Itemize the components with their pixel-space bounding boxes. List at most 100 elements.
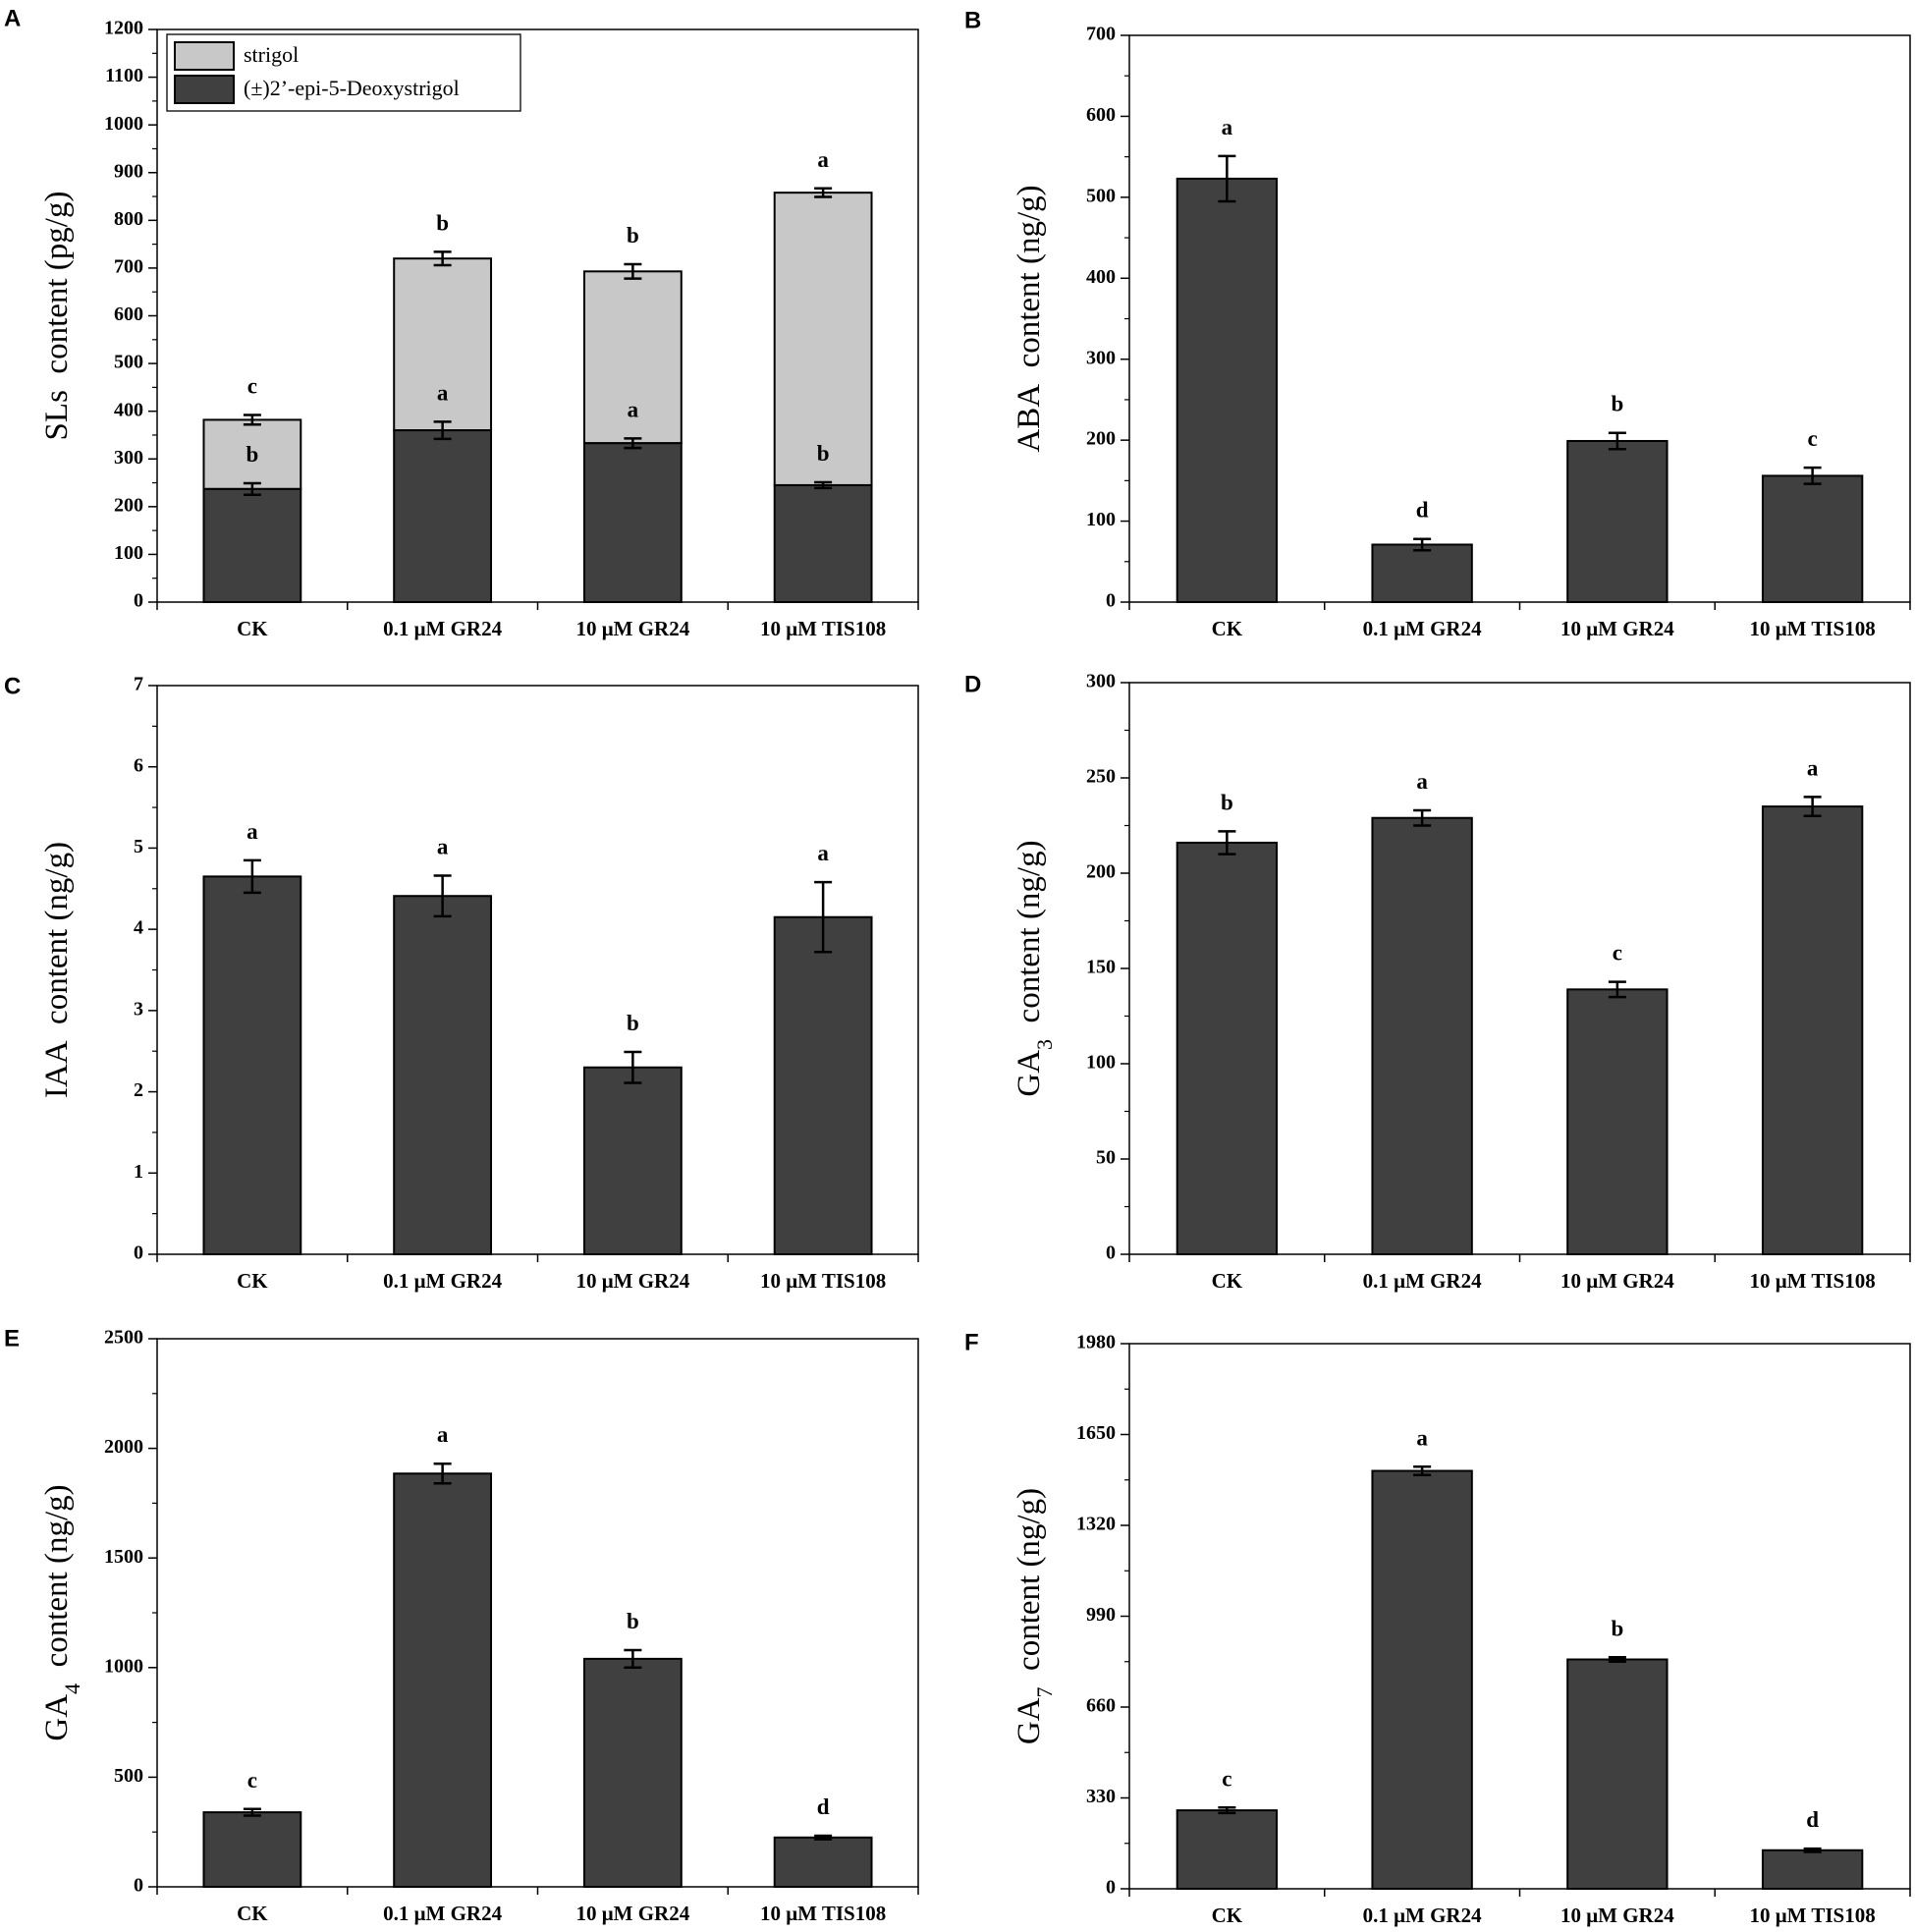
panel-f-ytick-label: 660: [1086, 1695, 1116, 1717]
panel-c-ytick-label: 1: [134, 1161, 143, 1183]
panel-c-ytick-label: 4: [134, 917, 143, 939]
panel-e-ytick-label: 2000: [104, 1436, 143, 1458]
panel-e-sig-label: a: [437, 1422, 449, 1447]
panel-a-bar-deoxystrigol: [582, 442, 683, 603]
panel-e: E 0 500 1000 1500 2000 2500 CK 0.1 μM GR24 10 μM …: [4, 1325, 919, 1925]
panel-f-frame: [1128, 1343, 1911, 1890]
panel-d-xtick-label: CK: [1212, 1269, 1243, 1293]
panel-a-sig-label: a: [817, 147, 829, 172]
panel-a-xtick-label: CK: [237, 617, 268, 640]
panel-a-ytick-label: 600: [114, 304, 143, 325]
panel-d-ytick-label: 100: [1086, 1052, 1116, 1074]
panel-b-bar: [1761, 474, 1864, 604]
panel-b-bar: [1176, 177, 1279, 604]
panel-c-bar: [393, 895, 493, 1255]
panel-f: F 0 330 660 990 1320 1650 1980 CK 0.1 μM GR24 10 μ…: [964, 1329, 1911, 1927]
panel-d-xtick-label: 10 μM GR24: [1560, 1269, 1674, 1293]
panel-e-ytick-label: 1500: [104, 1546, 143, 1568]
panel-f-xtick-label: CK: [1212, 1904, 1243, 1927]
panel-d-letter: D: [964, 671, 981, 697]
panel-e-ylabel-subscript: 4: [60, 1684, 84, 1694]
panel-a-ytick-label: 0: [134, 590, 143, 612]
panel-c-ytick-label: 7: [134, 674, 143, 695]
panel-d-xtick-label: 10 μM TIS108: [1750, 1269, 1876, 1293]
panel-c-ylabel: IAA content (ng/g): [39, 842, 75, 1098]
panel-a-xtick-label: 0.1 μM GR24: [383, 617, 502, 640]
panel-f-sig-label: c: [1222, 1766, 1231, 1791]
panel-a-ytick-label: 900: [114, 160, 143, 182]
panel-a-ytick-label: 1200: [104, 18, 143, 39]
panel-c-xtick-label: 10 μM GR24: [576, 1269, 690, 1293]
panel-f-ytick-label: 1320: [1076, 1514, 1116, 1535]
panel-b-xtick-label: 10 μM TIS108: [1750, 617, 1876, 640]
panel-a-ylabel: SLs content (pg/g): [39, 192, 75, 441]
panel-a-xtick-label: 10 μM TIS108: [760, 617, 886, 640]
panel-c-xtick-label: 10 μM TIS108: [760, 1269, 886, 1293]
panel-c-xtick-label: 0.1 μM GR24: [383, 1269, 502, 1293]
panel-a-ytick-label: 300: [114, 447, 143, 469]
panel-d-sig-label: a: [1416, 769, 1428, 794]
panel-b-ytick-label: 200: [1086, 428, 1116, 450]
panel-a-ytick-label: 1100: [105, 65, 143, 86]
legend-swatch: [174, 41, 235, 71]
panel-a-bar-strigol: [202, 418, 302, 490]
legend-label: (±)2’-epi-5-Deoxystrigol: [244, 76, 460, 100]
panel-a-ylabel-rest: content (pg/g): [39, 192, 75, 391]
panel-b-ytick-label: 0: [1106, 590, 1116, 612]
panel-c-ytick-label: 6: [134, 754, 143, 776]
panel-b-sig-label: c: [1808, 426, 1818, 451]
panel-a-ytick-label: 800: [114, 208, 143, 230]
panel-e-sig-label: c: [247, 1768, 257, 1793]
panel-d-ytick-label: 250: [1086, 766, 1116, 788]
panel-e-ylabel-main: GA: [39, 1694, 75, 1741]
legend-label: strigol: [244, 42, 299, 67]
panel-a-ytick-label: 700: [114, 256, 143, 278]
panel-d-sig-label: c: [1613, 941, 1622, 966]
panel-e-xtick-label: 10 μM GR24: [576, 1902, 690, 1925]
panel-a-bar-strigol: [773, 192, 873, 486]
panel-e-sig-label: b: [627, 1609, 639, 1633]
panel-a-sig-label: b: [627, 223, 639, 248]
panel-f-ytick-label: 330: [1086, 1786, 1116, 1807]
panel-a-sig-label: c: [247, 374, 257, 399]
panel-e-xtick-label: CK: [237, 1902, 268, 1925]
panel-d-ylabel: GA3 content (ng/g): [1012, 840, 1057, 1096]
panel-c-ylabel-rest: content (ng/g): [39, 842, 75, 1041]
panel-d-ytick-label: 300: [1086, 671, 1116, 692]
panel-c-ytick-label: 0: [134, 1242, 143, 1264]
panel-e-ytick-label: 1000: [104, 1655, 143, 1677]
panel-c-ytick-label: 3: [134, 998, 143, 1020]
panel-b-ytick-label: 300: [1086, 347, 1116, 368]
panel-b-letter: B: [964, 7, 981, 33]
panel-a-sig-label: a: [437, 380, 449, 405]
panel-d-ylabel-rest: content (ng/g): [1012, 840, 1047, 1039]
panel-b-ytick-label: 500: [1086, 185, 1116, 206]
panel-a-ytick-label: 1000: [104, 113, 143, 135]
panel-a-bar-deoxystrigol: [393, 429, 493, 603]
panel-f-bar: [1761, 1849, 1864, 1890]
panel-f-bar: [1566, 1658, 1669, 1890]
panel-e-xtick-label: 10 μM TIS108: [760, 1902, 886, 1925]
panel-b-ytick-label: 600: [1086, 104, 1116, 126]
panel-f-xtick-label: 10 μM GR24: [1560, 1904, 1674, 1927]
panel-f-ytick-label: 0: [1106, 1877, 1116, 1899]
panel-d-bar: [1566, 988, 1669, 1256]
panel-a-ytick-label: 200: [114, 494, 143, 516]
panel-c-sig-label: a: [817, 841, 829, 865]
panel-b-ytick-label: 700: [1086, 24, 1116, 45]
panel-a-ytick-label: 400: [114, 399, 143, 420]
panel-b-xtick-label: CK: [1212, 617, 1243, 640]
panel-c-bar: [202, 875, 302, 1256]
panel-d-ytick-label: 50: [1096, 1147, 1116, 1169]
panel-f-ylabel-rest: content (ng/g): [1012, 1488, 1047, 1687]
panel-b-ylabel: ABA content (ng/g): [1012, 185, 1047, 452]
panel-d-bar: [1176, 841, 1279, 1256]
panel-a: A 0 100 200 300 400 500 600 700 800 900 1000 1100 120…: [4, 5, 919, 640]
panel-e-bar: [582, 1657, 683, 1888]
panel-c-xtick-label: CK: [237, 1269, 268, 1293]
panel-f-ylabel-subscript: 7: [1032, 1686, 1057, 1697]
panel-e-ytick-label: 2500: [104, 1327, 143, 1349]
panel-d-sig-label: b: [1221, 790, 1233, 814]
panel-e-ytick-label: 500: [114, 1765, 143, 1787]
panel-c-ytick-label: 2: [134, 1079, 143, 1101]
